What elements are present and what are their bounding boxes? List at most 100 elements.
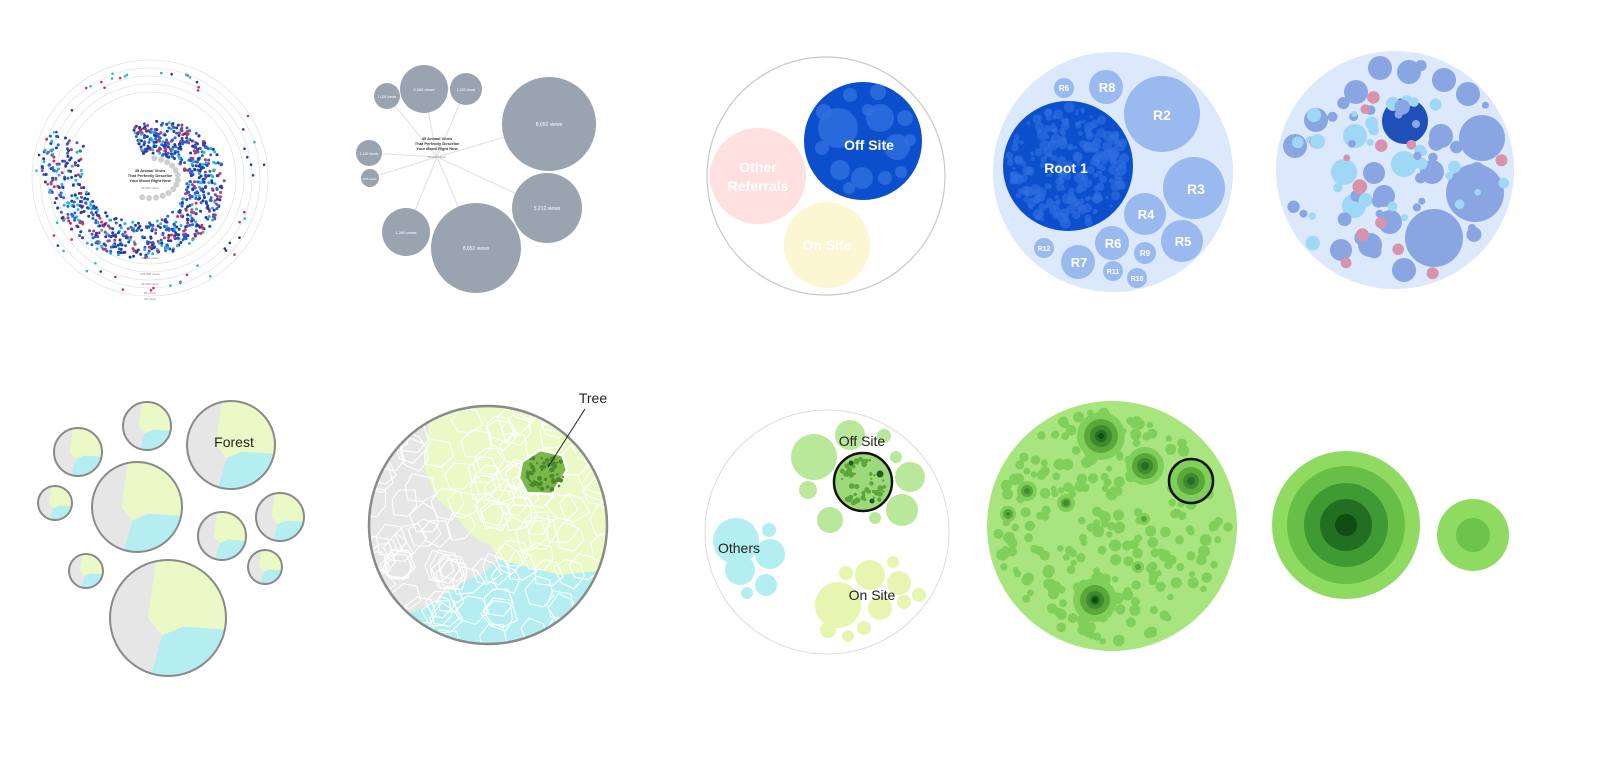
- scatter-dot: [50, 139, 54, 143]
- scatter-dot: [202, 180, 206, 184]
- scatter-dot: [73, 161, 77, 165]
- on-site-bubble[interactable]: [784, 202, 870, 288]
- green-bubble: [1214, 536, 1222, 544]
- r2-bubble[interactable]: [1124, 76, 1200, 152]
- child-node: [1082, 119, 1086, 124]
- green-bubble: [1006, 546, 1018, 557]
- grey-bubble[interactable]: 5,212 views: [512, 173, 582, 243]
- scatter-dot: [196, 231, 200, 235]
- green-bubble: [1210, 560, 1218, 569]
- bubble-circle[interactable]: [361, 169, 379, 187]
- other-referrals-bubble[interactable]: [710, 128, 806, 224]
- forest-circle-outline[interactable]: [255, 492, 305, 542]
- cell-outline: [515, 520, 548, 551]
- bubble-circle[interactable]: [431, 203, 521, 293]
- bubble-circle[interactable]: [512, 173, 582, 243]
- off-site-bubble: [799, 481, 817, 499]
- bubble-circle[interactable]: [382, 208, 430, 256]
- small-concentric[interactable]: [1437, 499, 1509, 571]
- green-bubble: [1099, 511, 1112, 523]
- child-node: [1103, 149, 1108, 154]
- green-bubble: [1023, 467, 1031, 475]
- tree-dot: [540, 468, 544, 472]
- green-bubble: [1115, 604, 1126, 615]
- grey-bubble[interactable]: 1,126 views: [356, 140, 382, 166]
- scatter-dot: [118, 238, 122, 242]
- grey-bubble[interactable]: 870 views: [361, 169, 379, 187]
- bubble-circle[interactable]: [502, 77, 596, 171]
- cell-outline: [391, 489, 418, 517]
- cell-outline: [482, 552, 511, 586]
- scatter-dot: [180, 201, 184, 205]
- highlight-ring[interactable]: [1167, 457, 1215, 505]
- scatter-dot: [175, 131, 179, 135]
- on-site-bubble: [897, 595, 911, 609]
- r7-bubble[interactable]: [1061, 245, 1095, 279]
- scatter-dot: [76, 203, 80, 207]
- r11-bubble[interactable]: [1103, 261, 1123, 281]
- child-node: [1111, 191, 1121, 201]
- grey-bubble[interactable]: 8,652 views: [502, 77, 596, 171]
- bubble-circle[interactable]: [356, 140, 382, 166]
- scatter-dot: [178, 145, 182, 149]
- green-bubble: [1088, 473, 1098, 484]
- panel-green-nested: [987, 401, 1237, 651]
- forest-circle-outline[interactable]: [68, 553, 104, 589]
- outer-dot: [196, 89, 200, 92]
- blue-bubble: [1330, 239, 1352, 261]
- large-concentric[interactable]: [1272, 451, 1420, 599]
- scatter-dot: [114, 221, 118, 225]
- scatter-dot: [194, 164, 198, 168]
- child-node: [1012, 166, 1016, 170]
- scatter-dot: [46, 150, 50, 154]
- green-bubble: [1020, 507, 1031, 518]
- r5-bubble[interactable]: [1161, 220, 1203, 262]
- cell-outline: [429, 549, 461, 585]
- scatter-dot: [215, 187, 219, 190]
- grey-bubble[interactable]: 8,652 views: [431, 203, 521, 293]
- cell-outline: [480, 600, 513, 632]
- scatter-dot: [70, 227, 74, 231]
- scatter-dot: [186, 138, 190, 141]
- scatter-dot: [158, 151, 162, 155]
- grey-bubble[interactable]: 2,085 views: [400, 65, 448, 113]
- r11-label: R11: [1107, 269, 1120, 276]
- bubble-circle[interactable]: [400, 65, 448, 113]
- connector-line: [386, 95, 438, 158]
- r9-bubble[interactable]: [1134, 242, 1156, 264]
- r3-bubble[interactable]: [1163, 157, 1225, 219]
- forest-circle-outline[interactable]: [247, 549, 283, 585]
- small-bubble: [1306, 107, 1322, 123]
- forest-circle-outline[interactable]: [37, 485, 73, 521]
- child-node: [1116, 180, 1126, 190]
- forest-circle-outline[interactable]: [197, 511, 247, 561]
- forest-circle-outline[interactable]: [91, 461, 183, 553]
- forest-circle-outline[interactable]: [186, 400, 276, 490]
- r12-bubble[interactable]: [1034, 238, 1054, 258]
- child-node: [1081, 109, 1085, 114]
- grey-bubble[interactable]: 1,024 views: [374, 83, 400, 109]
- small-bubble: [1327, 111, 1338, 122]
- scatter-dot: [179, 128, 183, 132]
- scatter-dot: [60, 171, 64, 175]
- r10-bubble[interactable]: [1127, 268, 1147, 288]
- grey-bubble[interactable]: 1,260 views: [382, 208, 430, 256]
- r6-bubble[interactable]: [1095, 226, 1129, 260]
- green-bubble: [1092, 632, 1102, 641]
- scatter-dot: [133, 126, 137, 130]
- r6-small-bubble[interactable]: [1054, 78, 1074, 98]
- r8-bubble[interactable]: [1089, 70, 1123, 104]
- r4-bubble[interactable]: [1124, 193, 1166, 235]
- bubble-circle[interactable]: [450, 73, 482, 105]
- scatter-dot: [70, 175, 74, 179]
- forest-circle-outline[interactable]: [109, 559, 227, 677]
- bubble-circle[interactable]: [374, 83, 400, 109]
- highlight-dot: [882, 490, 885, 493]
- forest-circle-outline[interactable]: [122, 401, 172, 451]
- blue-bubble: [1456, 82, 1480, 106]
- green-bubbles: [993, 407, 1233, 647]
- tree-dot: [544, 477, 548, 481]
- forest-circle-outline[interactable]: [53, 427, 103, 477]
- grey-bubble[interactable]: 1,025 views: [450, 73, 482, 105]
- green-bubble: [1060, 420, 1069, 429]
